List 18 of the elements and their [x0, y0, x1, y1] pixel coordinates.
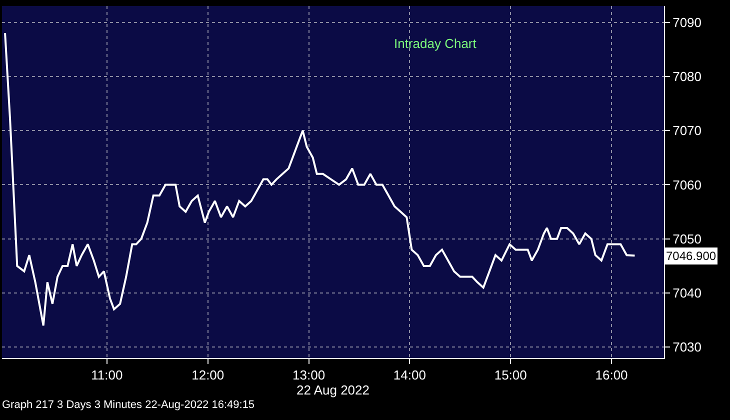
x-axis-title: 22 Aug 2022: [296, 382, 370, 398]
line-series: [4, 32, 636, 327]
y-tick-label: 7070: [672, 123, 702, 138]
y-tick-label: 7080: [672, 68, 702, 84]
y-tick-label: 7050: [672, 231, 702, 246]
y-tick-label: 7030: [672, 340, 702, 355]
x-tick-label: 12:00: [192, 368, 224, 383]
y-tick-label: 7090: [672, 14, 702, 30]
x-tick-label: 11:00: [91, 368, 123, 383]
x-tick-label: 16:00: [595, 368, 628, 383]
x-tick-label: 14:00: [393, 368, 426, 383]
caption: Graph 217 3 Days 3 Minutes 22-Aug-2022 16:49:15: [2, 399, 255, 411]
x-tick-label: 15:00: [494, 368, 527, 383]
y-tick-label: 7060: [672, 177, 702, 192]
y-tick-label: 7040: [672, 286, 702, 301]
text: Intraday Chart: [394, 36, 477, 51]
annotation: 7046.900: [666, 249, 716, 263]
x-tick-label: 13:00: [292, 368, 326, 383]
